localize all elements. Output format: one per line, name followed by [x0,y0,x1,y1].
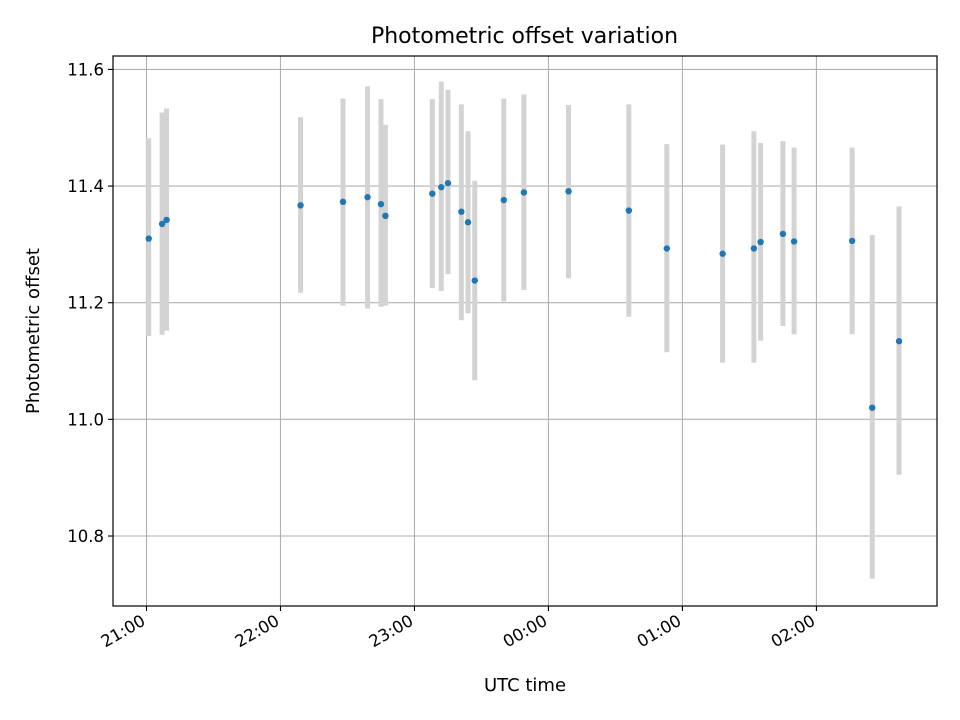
data-point [382,212,389,220]
y-tick-label: 11.2 [67,294,104,313]
data-point [458,208,465,215]
data-point [869,404,876,411]
y-tick-label: 11.6 [67,60,104,79]
chart-title: Photometric offset variation [371,24,678,49]
data-point [364,193,371,201]
y-axis-ticks: 10.8 11.0 11.2 11.4 11.6 [67,60,113,546]
data-point [297,202,304,209]
data-point [158,220,166,228]
data-points [145,179,903,411]
data-point [429,190,436,197]
data-point [464,219,472,226]
data-point [719,250,726,257]
data-point [779,230,787,238]
data-point [757,238,764,246]
y-tick-label: 11.4 [67,177,104,196]
data-point [444,179,452,187]
data-point [377,200,385,208]
data-point [895,338,903,345]
y-tick-label: 10.8 [67,527,104,546]
plot-frame [112,55,938,607]
data-point [500,196,507,204]
data-point [625,207,633,214]
data-point [339,198,347,206]
x-axis-label: UTC time [484,675,566,696]
y-axis-label: Photometric offset [23,248,44,414]
data-point [848,237,856,245]
data-point [790,238,798,245]
data-point [750,245,758,252]
data-point [163,216,170,224]
data-point [663,245,670,252]
data-point [145,235,152,242]
data-point [565,188,572,195]
data-point [438,184,445,191]
data-point [471,277,478,284]
data-point [520,189,528,196]
y-tick-label: 11.0 [67,410,104,429]
